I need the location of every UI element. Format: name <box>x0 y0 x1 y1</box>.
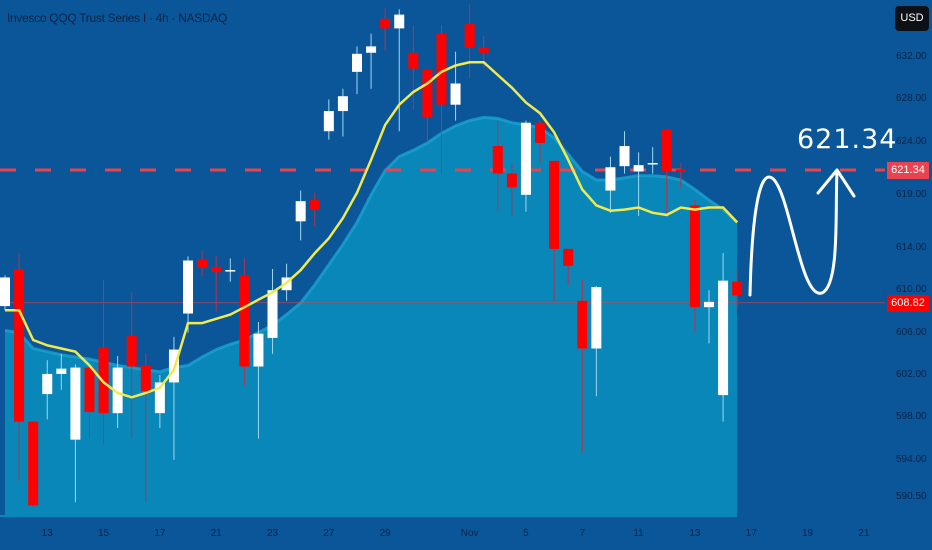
ma-line <box>5 61 739 399</box>
candle-body <box>267 290 278 338</box>
target-price-tag: 621.34 <box>887 161 929 179</box>
candle-body <box>647 163 658 165</box>
candle-body <box>197 259 208 268</box>
candle-body <box>56 368 67 374</box>
y-tick-label: 594.00 <box>896 453 927 465</box>
candle-body <box>661 129 672 172</box>
y-tick-label: 598.00 <box>896 411 927 423</box>
x-tick-label: 23 <box>266 528 279 539</box>
x-tick-label: 5 <box>523 528 529 539</box>
x-tick-label: 29 <box>379 528 391 539</box>
candle-body <box>84 367 95 413</box>
candle-body <box>689 205 700 308</box>
candle-body <box>239 275 250 367</box>
candle-body <box>675 169 686 172</box>
y-tick-label: 590.50 <box>896 490 927 502</box>
candle-body <box>464 24 475 48</box>
candle-body <box>422 69 433 118</box>
candle-body <box>323 111 334 132</box>
candle-body <box>535 122 546 143</box>
x-tick-label: 21 <box>858 528 870 539</box>
x-tick-label: 7 <box>579 528 586 539</box>
candle-body <box>126 335 137 367</box>
last-price-tag: 608.82 <box>887 294 929 312</box>
y-tick-label: 624.00 <box>896 135 927 147</box>
candle-body <box>520 122 531 195</box>
candle-body <box>183 260 194 314</box>
candle-body <box>28 421 39 506</box>
candle-body <box>14 269 25 422</box>
x-tick-label: 13 <box>41 528 53 539</box>
chart-title: Invesco QQQ Trust Series I · 4h · NASDAQ <box>7 11 228 25</box>
candle-body <box>295 201 306 222</box>
candle-body <box>352 53 362 72</box>
candle-body <box>506 173 517 188</box>
candle-body <box>619 146 630 167</box>
candle-body <box>225 270 236 272</box>
y-tick-label: 602.00 <box>896 369 927 380</box>
y-tick-label: 610.00 <box>896 284 927 296</box>
candle-body <box>549 160 560 249</box>
target-annotation: 621.34 <box>797 124 898 155</box>
y-tick-label: 606.00 <box>896 326 927 338</box>
y-tick-label: 632.00 <box>896 51 927 62</box>
candle-body <box>436 33 447 105</box>
candle-body <box>253 333 264 367</box>
area-bottom <box>0 515 737 517</box>
candle-body <box>492 146 503 174</box>
candle-body <box>366 46 377 53</box>
arrowhead-icon <box>816 168 856 198</box>
x-tick-label: 15 <box>97 528 110 539</box>
y-tick-label: 628.00 <box>896 93 927 105</box>
candle-body <box>704 301 714 308</box>
currency-button[interactable]: USD <box>895 6 929 31</box>
candle-body <box>408 52 419 69</box>
candle-body <box>450 83 461 105</box>
candle-body <box>732 281 743 296</box>
x-tick-label: 11 <box>633 528 644 539</box>
x-tick-label: 21 <box>210 528 222 539</box>
x-tick-label: Nov <box>460 528 479 539</box>
x-tick-label: 27 <box>323 528 335 539</box>
candle-body <box>211 266 222 273</box>
x-tick-label: 13 <box>689 528 701 539</box>
x-tick-label: 17 <box>154 528 166 539</box>
candle-body <box>577 300 588 349</box>
candle-body <box>154 382 165 414</box>
candle-body <box>337 96 348 112</box>
candle-body <box>98 347 109 414</box>
candle-body <box>591 287 602 349</box>
y-tick-label: 619.00 <box>896 188 927 200</box>
candle-body <box>70 367 81 440</box>
candle-body <box>394 14 405 29</box>
candle-body <box>112 367 123 414</box>
y-tick-label: 614.00 <box>896 241 927 253</box>
x-tick-label: 17 <box>745 528 757 539</box>
candle-body <box>478 47 489 53</box>
candle-body <box>633 165 644 172</box>
candle-body <box>309 200 320 210</box>
candle-body <box>605 167 616 191</box>
candle-body <box>0 277 10 307</box>
candle-body <box>563 248 574 266</box>
candle-body <box>140 365 151 391</box>
x-tick-label: 19 <box>801 528 814 539</box>
candle-body <box>42 373 53 395</box>
candle-body <box>380 18 391 29</box>
candle-body <box>718 280 729 396</box>
hand-drawn-arrow <box>748 170 839 297</box>
